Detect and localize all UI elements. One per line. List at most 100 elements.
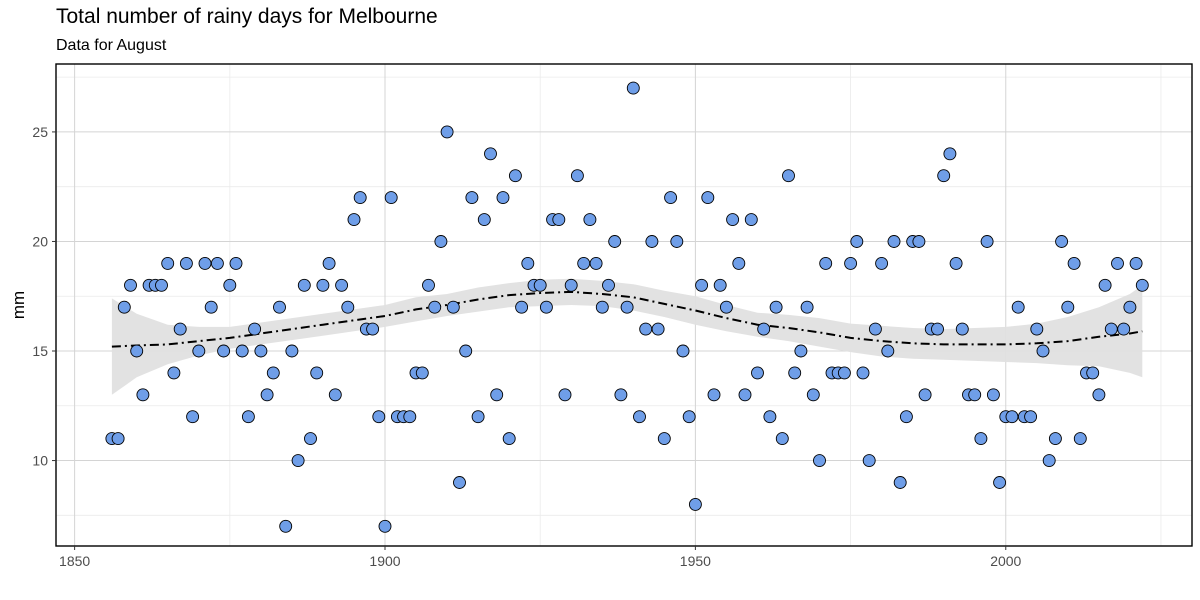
- data-point: [931, 322, 944, 336]
- data-point: [366, 322, 380, 336]
- confidence-ribbon: [111, 278, 1143, 395]
- data-point: [980, 235, 994, 248]
- y-tick-label: 20: [32, 233, 48, 249]
- data-point: [875, 256, 889, 270]
- data-point: [198, 256, 212, 270]
- data-point: [279, 519, 293, 533]
- data-point: [688, 497, 702, 511]
- data-point: [496, 191, 510, 205]
- x-tick-label: 1950: [680, 553, 711, 569]
- data-point: [751, 366, 764, 380]
- y-tick-label: 10: [32, 453, 48, 469]
- data-point: [260, 388, 274, 402]
- data-point: [986, 388, 1000, 402]
- data-point: [173, 322, 187, 336]
- data-point: [297, 278, 311, 292]
- trend-line-group: [111, 290, 1143, 348]
- data-point: [602, 278, 615, 292]
- data-point: [769, 300, 783, 314]
- data-point: [676, 344, 690, 358]
- data-point: [378, 519, 392, 533]
- data-point: [353, 191, 367, 205]
- x-tick-label: 1850: [59, 553, 90, 569]
- data-point: [993, 476, 1007, 489]
- data-point: [682, 410, 696, 424]
- data-point: [639, 322, 653, 336]
- data-point: [1067, 256, 1081, 270]
- data-point: [285, 344, 299, 358]
- data-point: [577, 256, 591, 270]
- data-point: [744, 213, 758, 227]
- data-points: [105, 81, 1149, 533]
- data-point: [844, 256, 858, 270]
- data-point: [124, 278, 137, 292]
- data-point: [508, 169, 522, 183]
- data-point: [266, 366, 280, 380]
- data-point: [719, 300, 733, 314]
- data-point: [937, 169, 951, 183]
- data-point: [732, 256, 746, 270]
- data-point: [161, 256, 175, 270]
- data-point: [651, 322, 665, 336]
- data-point: [459, 344, 473, 358]
- data-point: [794, 344, 808, 358]
- data-point: [1073, 432, 1087, 446]
- y-tick-label: 15: [32, 343, 48, 359]
- data-point: [558, 388, 572, 402]
- data-point: [899, 410, 913, 424]
- x-tick-label: 1900: [369, 553, 400, 569]
- data-point: [664, 191, 678, 205]
- data-point: [1055, 235, 1069, 248]
- data-point: [477, 213, 491, 227]
- data-point: [1098, 278, 1112, 292]
- panel-border: [55, 63, 1193, 547]
- data-point: [819, 256, 833, 270]
- data-point: [446, 300, 460, 314]
- y-axis: 10 15 20 25: [32, 124, 56, 469]
- data-point: [564, 278, 578, 292]
- data-point: [291, 454, 305, 468]
- data-point: [335, 278, 349, 292]
- data-point: [241, 410, 255, 424]
- chart-title: Total number of rainy days for Melbourne: [56, 5, 438, 28]
- data-point: [570, 169, 584, 183]
- data-point: [707, 388, 721, 402]
- confidence-band: [111, 278, 1143, 395]
- data-point: [968, 388, 982, 402]
- data-point: [403, 410, 417, 424]
- data-point: [1061, 300, 1075, 314]
- data-point: [422, 278, 435, 292]
- data-point: [341, 300, 355, 314]
- data-point: [614, 388, 628, 402]
- data-point: [1111, 256, 1124, 270]
- data-point: [328, 388, 342, 402]
- data-point: [217, 344, 231, 358]
- data-point: [484, 147, 497, 161]
- data-point: [490, 388, 504, 402]
- data-point: [111, 432, 125, 446]
- data-point: [322, 256, 336, 270]
- data-point: [210, 256, 224, 270]
- data-point: [713, 278, 727, 292]
- data-point: [515, 300, 529, 314]
- data-point: [533, 278, 547, 292]
- data-point: [943, 147, 957, 161]
- data-point: [235, 344, 249, 358]
- data-point: [775, 432, 789, 446]
- data-point: [223, 278, 237, 292]
- data-point: [608, 235, 622, 248]
- data-point: [316, 278, 330, 292]
- data-point: [1048, 432, 1062, 446]
- data-point: [583, 213, 597, 227]
- data-point: [502, 432, 516, 446]
- data-point: [539, 300, 553, 314]
- data-point: [813, 454, 826, 468]
- data-point: [1024, 410, 1038, 424]
- data-point: [1030, 322, 1044, 336]
- data-point: [887, 235, 901, 248]
- data-point: [868, 322, 882, 336]
- data-point: [912, 235, 926, 248]
- x-axis: 1850 1900 1950 2000: [59, 546, 1022, 569]
- data-point: [657, 432, 671, 446]
